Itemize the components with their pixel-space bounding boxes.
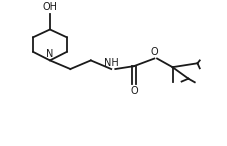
Text: N: N (46, 49, 54, 59)
Text: NH: NH (104, 58, 118, 68)
Text: O: O (151, 47, 158, 57)
Text: O: O (130, 86, 138, 96)
Text: OH: OH (42, 2, 57, 12)
